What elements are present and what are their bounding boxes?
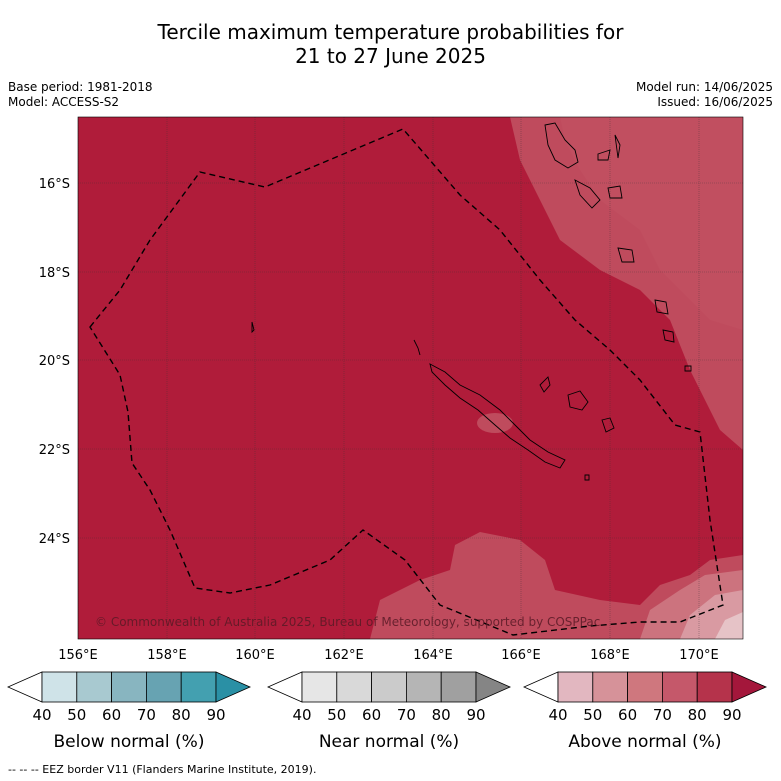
colorbar-tick-label: 60 bbox=[362, 706, 381, 724]
colorbar-title: Below normal (%) bbox=[54, 732, 205, 752]
colorbar-segment bbox=[662, 671, 698, 703]
model-run: Model run: 14/06/2025 bbox=[635, 80, 773, 94]
lat-label: 18°S bbox=[39, 266, 70, 281]
title-line-1: Tercile maximum temperature probabilitie… bbox=[157, 20, 624, 44]
map-frame bbox=[77, 116, 744, 640]
colorbar-right-extension bbox=[475, 671, 511, 703]
copyright-text: © Commonwealth of Australia 2025, Bureau… bbox=[95, 615, 600, 629]
lon-label: 162°E bbox=[324, 648, 364, 663]
lat-label: 22°S bbox=[39, 443, 70, 458]
colorbar-left-extension bbox=[267, 671, 303, 703]
colorbar-tick-label: 80 bbox=[172, 706, 191, 724]
gridlines bbox=[78, 117, 743, 639]
colorbar-tick-label: 50 bbox=[583, 706, 602, 724]
lat-label: 20°S bbox=[39, 354, 70, 369]
colorbar-segment bbox=[301, 671, 338, 703]
colorbar-tick-label: 80 bbox=[688, 706, 707, 724]
lon-label: 160°E bbox=[235, 648, 275, 663]
colorbar-left-extension bbox=[523, 671, 559, 703]
base-period: Base period: 1981-2018 bbox=[8, 80, 153, 94]
title-line-2: 21 to 27 June 2025 bbox=[295, 44, 486, 68]
lon-label: 158°E bbox=[147, 648, 187, 663]
colorbar-left-extension bbox=[7, 671, 43, 703]
metadata-left: Base period: 1981-2018 Model: ACCESS-S2 bbox=[8, 80, 153, 110]
metadata-right: Model run: 14/06/2025 Issued: 16/06/2025 bbox=[636, 80, 773, 110]
colorbar-tick-label: 90 bbox=[722, 706, 741, 724]
colorbar-segment bbox=[371, 671, 407, 703]
colorbar-tick-label: 50 bbox=[67, 706, 86, 724]
colorbar-segment bbox=[336, 671, 372, 703]
chart-title: Tercile maximum temperature probabilitie… bbox=[0, 20, 781, 68]
probability-region-small bbox=[477, 413, 513, 433]
colorbar-near: 40 50 60 70 80 90 Near normal (%) bbox=[267, 671, 511, 752]
colorbar-title: Above normal (%) bbox=[568, 732, 721, 752]
lon-label: 164°E bbox=[413, 648, 453, 663]
lon-label: 170°E bbox=[679, 648, 719, 663]
probability-region-70b bbox=[560, 117, 743, 330]
lon-label: 168°E bbox=[590, 648, 630, 663]
model-name: Model: ACCESS-S2 bbox=[8, 95, 120, 109]
colorbar-right-extension bbox=[215, 671, 251, 703]
colorbar-tick-label: 60 bbox=[102, 706, 121, 724]
aneityum-island bbox=[684, 365, 692, 372]
colorbar-title: Near normal (%) bbox=[319, 732, 459, 752]
chesterfield-islands bbox=[251, 321, 255, 334]
colorbar-segment bbox=[145, 671, 182, 703]
latitude-labels: 16°S 18°S 20°S 22°S 24°S bbox=[39, 177, 70, 547]
lat-label: 16°S bbox=[39, 177, 70, 192]
colorbar-segment bbox=[592, 671, 628, 703]
colorbar-tick-label: 40 bbox=[292, 706, 311, 724]
probability-region-40 bbox=[715, 612, 743, 639]
colorbar-segment bbox=[696, 671, 733, 703]
colorbar-tick-label: 90 bbox=[206, 706, 225, 724]
malekula-island bbox=[574, 179, 601, 209]
tanna-island bbox=[662, 329, 675, 343]
colorbar-tick-label: 90 bbox=[466, 706, 485, 724]
belep-islands bbox=[413, 339, 421, 356]
island-vanuatu-2 bbox=[614, 134, 621, 159]
colorbar-tick-label: 80 bbox=[432, 706, 451, 724]
mare-island bbox=[601, 417, 615, 433]
island-vanuatu-3 bbox=[607, 185, 623, 199]
island-vanuatu-1 bbox=[597, 149, 611, 161]
colorbar-tick-label: 50 bbox=[327, 706, 346, 724]
issued-date: Issued: 16/06/2025 bbox=[657, 95, 773, 109]
ouvea-island bbox=[539, 376, 551, 393]
colorbar-tick-label: 70 bbox=[653, 706, 672, 724]
colorbar-tick-label: 70 bbox=[397, 706, 416, 724]
colorbar-segment bbox=[41, 671, 78, 703]
lon-label: 166°E bbox=[501, 648, 541, 663]
colorbar-tick-label: 70 bbox=[137, 706, 156, 724]
espiritu-santo-island bbox=[544, 122, 579, 169]
new-caledonia-island bbox=[429, 363, 566, 469]
colorbar-tick-label: 40 bbox=[548, 706, 567, 724]
lat-label: 24°S bbox=[39, 532, 70, 547]
map-area: © Commonwealth of Australia 2025, Bureau… bbox=[78, 117, 743, 639]
eez-footnote: -- -- -- EEZ border V11 (Flanders Marine… bbox=[8, 763, 317, 776]
colorbar-segment bbox=[627, 671, 663, 703]
colorbar-segment bbox=[440, 671, 477, 703]
lifou-island bbox=[567, 390, 589, 411]
small-island bbox=[584, 474, 590, 481]
lon-label: 156°E bbox=[58, 648, 98, 663]
colorbar-segment bbox=[180, 671, 217, 703]
colorbar-segment bbox=[405, 671, 442, 703]
colorbar-right-extension bbox=[731, 671, 767, 703]
eez-border bbox=[89, 128, 724, 636]
colorbar-tick-label: 60 bbox=[618, 706, 637, 724]
colorbar-tick-label: 40 bbox=[32, 706, 51, 724]
longitude-labels: 156°E 158°E 160°E 162°E 164°E 166°E 168°… bbox=[58, 648, 719, 663]
colorbar-segment bbox=[76, 671, 113, 703]
colorbar-segment bbox=[111, 671, 147, 703]
efate-island bbox=[617, 247, 635, 263]
erromango-island bbox=[654, 299, 669, 315]
colorbar-segment bbox=[557, 671, 594, 703]
